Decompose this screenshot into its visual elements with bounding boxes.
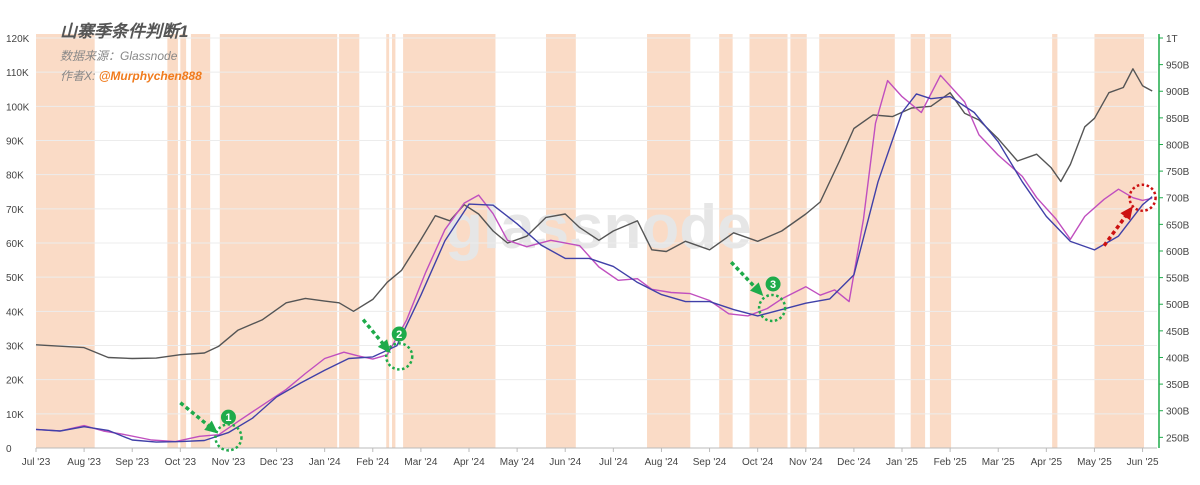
chart-header: 山寨季条件判断1 数据来源：Glassnode 作者X: @Murphychen…: [60, 22, 202, 83]
y-left-tick-label: 90K: [6, 137, 24, 148]
shaded-period: [392, 34, 396, 448]
y-left-tick-label: 20K: [6, 376, 24, 387]
annotation-circle: [757, 293, 787, 323]
y-right-tick-label: 1T: [1166, 34, 1178, 45]
annotation-badge-label: 1: [225, 412, 231, 424]
x-tick-label: Dec '24: [837, 457, 871, 468]
x-tick-label: Mar '25: [982, 457, 1015, 468]
shaded-period: [180, 34, 187, 448]
annotation-badge-label: 3: [770, 279, 776, 291]
x-tick-label: Jun '25: [1127, 457, 1159, 468]
annotation-arrowhead: [750, 282, 764, 296]
series-line-ma_slow: [35, 93, 1153, 443]
y-right-tick-label: 350B: [1166, 380, 1190, 391]
series-line-price: [35, 68, 1153, 360]
shaded-periods: [36, 34, 1145, 448]
axes: 0 10K 20K 30K 40K 50K 60K 70K 80K 90K 100K 110K 120K…: [6, 34, 1190, 468]
annotation-arrowhead: [1120, 206, 1133, 221]
y-right-tick-label: 650B: [1166, 220, 1190, 231]
x-tick-label: Jul '23: [22, 457, 51, 468]
author-line: 作者X: @Murphychen888: [60, 69, 202, 83]
x-tick-label: Jan '24: [309, 457, 341, 468]
watermark: glassnode: [445, 193, 752, 262]
y-left-tick-label: 110K: [6, 68, 29, 79]
y-left-tick-label: 70K: [6, 205, 24, 216]
shaded-period: [219, 34, 338, 448]
shaded-period: [403, 34, 496, 448]
series-line-ma_fast: [35, 74, 1153, 443]
shaded-period: [190, 34, 211, 448]
x-tick-label: Jul '24: [599, 457, 628, 468]
x-tick-label: Apr '24: [453, 457, 485, 468]
x-tick-label: Dec '23: [260, 457, 294, 468]
y-right-tick-label: 600B: [1166, 247, 1190, 258]
y-right-tick-label: 750B: [1166, 167, 1190, 178]
chart-title: 山寨季条件判断1: [60, 22, 188, 41]
series-lines: [35, 68, 1153, 443]
x-tick-label: Oct '24: [742, 457, 774, 468]
x-tick-label: Jan '25: [886, 457, 918, 468]
shaded-period: [719, 34, 733, 448]
y-right-tick-label: 700B: [1166, 194, 1190, 205]
shaded-period: [386, 34, 390, 448]
shaded-period: [790, 34, 807, 448]
shaded-period: [167, 34, 178, 448]
x-tick-label: Apr '25: [1031, 457, 1063, 468]
y-left-tick-label: 30K: [6, 342, 24, 353]
annotation-badge: [391, 326, 407, 342]
shaded-period: [647, 34, 691, 448]
annotation-circle: [1128, 183, 1157, 212]
x-tick-label: Mar '24: [404, 457, 437, 468]
y-right-tick-label: 250B: [1166, 433, 1190, 444]
y-right-tick-label: 450B: [1166, 327, 1190, 338]
y-right-tick-label: 950B: [1166, 61, 1190, 72]
y-right-tick-label: 550B: [1166, 274, 1190, 285]
shaded-period: [910, 34, 926, 448]
x-tick-label: Sep '23: [115, 457, 149, 468]
x-tick-label: Jun '24: [549, 457, 581, 468]
annotation-badge: [220, 409, 236, 425]
x-tick-label: Sep '24: [693, 457, 727, 468]
y-left-tick-label: 100K: [6, 102, 30, 113]
author-handle: @Murphychen888: [99, 69, 202, 83]
y-right-tick-label: 300B: [1166, 407, 1190, 418]
y-left-tick-label: 40K: [6, 307, 24, 318]
x-tick-label: Aug '24: [645, 457, 679, 468]
annotations: 1 2 3: [179, 183, 1157, 452]
source-label: 数据来源：Glassnode: [60, 49, 178, 63]
y-left-tick-label: 50K: [6, 273, 24, 284]
x-tick-label: Feb '24: [356, 457, 389, 468]
y-left-tick-label: 120K: [6, 34, 30, 45]
annotation-circle: [384, 342, 414, 371]
shaded-period: [1052, 34, 1058, 448]
shaded-period: [36, 34, 95, 448]
y-right-tick-label: 400B: [1166, 353, 1190, 364]
x-tick-label: Nov '23: [212, 457, 246, 468]
annotation-badge: [765, 276, 781, 292]
y-right-tick-label: 500B: [1166, 300, 1190, 311]
y-left-tick-label: 80K: [6, 171, 24, 182]
shaded-period: [1094, 34, 1145, 448]
x-tick-label: May '24: [500, 457, 535, 468]
y-right-tick-label: 900B: [1166, 87, 1190, 98]
y-left-tick-label: 0: [6, 444, 12, 455]
annotation-arrowhead: [204, 420, 219, 434]
x-tick-label: May '25: [1077, 457, 1112, 468]
y-left-tick-label: 60K: [6, 239, 24, 250]
x-tick-label: Oct '23: [165, 457, 197, 468]
x-tick-label: Aug '23: [67, 457, 101, 468]
x-tick-label: Nov '24: [789, 457, 823, 468]
y-left-tick-label: 10K: [6, 410, 24, 421]
annotation-badge-label: 2: [396, 329, 402, 341]
author-label: 作者X:: [60, 69, 99, 83]
x-tick-label: Feb '25: [934, 457, 967, 468]
y-right-tick-label: 850B: [1166, 114, 1190, 125]
y-right-tick-label: 800B: [1166, 140, 1190, 151]
shaded-period: [929, 34, 952, 448]
shaded-period: [819, 34, 895, 448]
shaded-period: [339, 34, 360, 448]
